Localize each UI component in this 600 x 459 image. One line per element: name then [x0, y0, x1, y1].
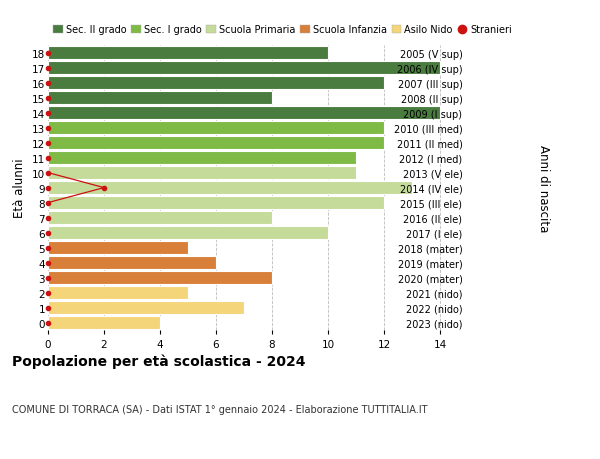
Bar: [48, 302, 244, 314]
Text: Popolazione per età scolastica - 2024: Popolazione per età scolastica - 2024: [12, 353, 305, 368]
Bar: [48, 317, 160, 330]
Bar: [48, 167, 356, 179]
Bar: [48, 197, 384, 209]
Bar: [48, 272, 272, 285]
Bar: [48, 107, 440, 120]
Text: COMUNE DI TORRACA (SA) - Dati ISTAT 1° gennaio 2024 - Elaborazione TUTTITALIA.IT: COMUNE DI TORRACA (SA) - Dati ISTAT 1° g…: [12, 404, 427, 414]
Bar: [48, 242, 188, 254]
Y-axis label: Età alunni: Età alunni: [13, 158, 26, 218]
Bar: [48, 122, 384, 134]
Bar: [48, 212, 272, 224]
Bar: [48, 287, 188, 299]
Y-axis label: Anni di nascita: Anni di nascita: [538, 145, 550, 232]
Bar: [48, 182, 412, 195]
Bar: [48, 47, 328, 60]
Bar: [48, 77, 384, 90]
Bar: [48, 257, 216, 269]
Legend: Sec. II grado, Sec. I grado, Scuola Primaria, Scuola Infanzia, Asilo Nido, Stran: Sec. II grado, Sec. I grado, Scuola Prim…: [53, 25, 512, 35]
Bar: [48, 137, 384, 150]
Bar: [48, 92, 272, 105]
Bar: [48, 152, 356, 165]
Bar: [48, 62, 440, 75]
Bar: [48, 227, 328, 240]
